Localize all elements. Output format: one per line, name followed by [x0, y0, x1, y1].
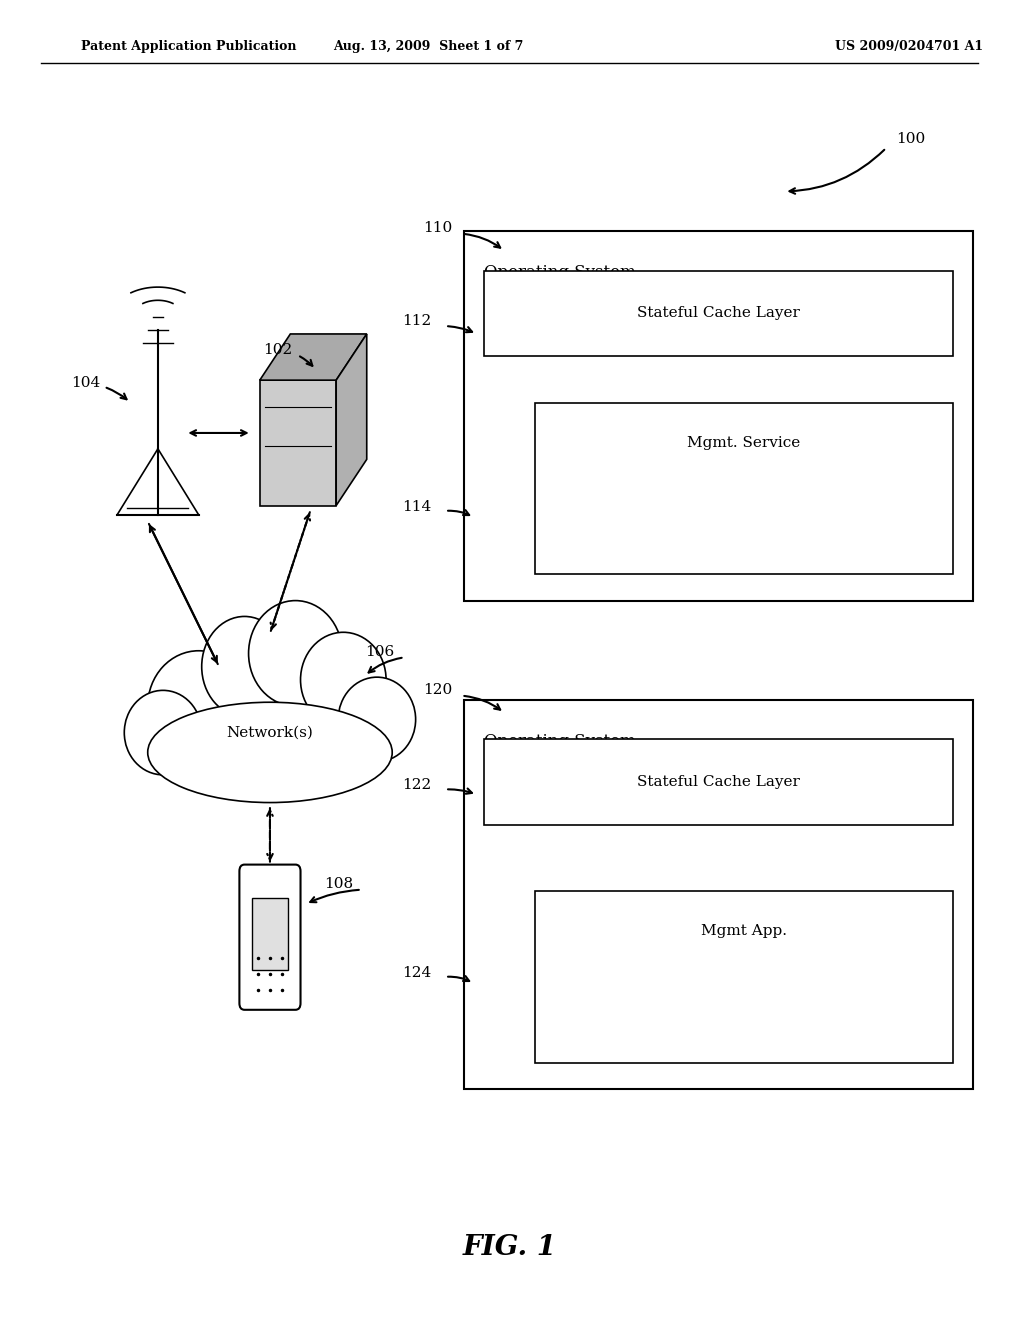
Text: 108: 108: [324, 878, 353, 891]
Ellipse shape: [147, 702, 392, 803]
Text: FIG. 1: FIG. 1: [463, 1234, 556, 1261]
Polygon shape: [260, 334, 367, 380]
Text: Operating System: Operating System: [484, 733, 636, 750]
Text: 120: 120: [423, 684, 452, 697]
FancyBboxPatch shape: [484, 271, 952, 356]
Ellipse shape: [124, 690, 202, 775]
FancyBboxPatch shape: [535, 891, 952, 1063]
Text: Stateful Cache Layer: Stateful Cache Layer: [637, 775, 800, 789]
Ellipse shape: [338, 677, 416, 762]
FancyBboxPatch shape: [240, 865, 300, 1010]
Text: Operating System: Operating System: [484, 264, 636, 281]
Text: 100: 100: [896, 132, 926, 145]
Ellipse shape: [147, 651, 250, 762]
Polygon shape: [336, 334, 367, 506]
FancyBboxPatch shape: [484, 739, 952, 825]
Ellipse shape: [249, 601, 342, 706]
Text: 124: 124: [402, 966, 432, 979]
FancyBboxPatch shape: [260, 380, 336, 506]
FancyBboxPatch shape: [464, 700, 973, 1089]
FancyBboxPatch shape: [535, 403, 952, 574]
Text: Mgmt. Service: Mgmt. Service: [687, 436, 801, 450]
Text: US 2009/0204701 A1: US 2009/0204701 A1: [836, 40, 983, 53]
FancyBboxPatch shape: [252, 898, 289, 970]
Text: 102: 102: [263, 343, 292, 356]
Text: 106: 106: [365, 645, 394, 659]
FancyBboxPatch shape: [464, 231, 973, 601]
Text: 122: 122: [402, 779, 432, 792]
Text: 110: 110: [423, 222, 452, 235]
Text: 114: 114: [402, 500, 432, 513]
Text: Mgmt App.: Mgmt App.: [700, 924, 786, 939]
Text: 112: 112: [402, 314, 432, 327]
Ellipse shape: [300, 632, 386, 727]
Text: Network(s): Network(s): [226, 726, 313, 739]
Text: Stateful Cache Layer: Stateful Cache Layer: [637, 306, 800, 321]
Ellipse shape: [202, 616, 288, 717]
Text: 104: 104: [72, 376, 100, 389]
Text: Aug. 13, 2009  Sheet 1 of 7: Aug. 13, 2009 Sheet 1 of 7: [333, 40, 523, 53]
Text: Patent Application Publication: Patent Application Publication: [82, 40, 297, 53]
